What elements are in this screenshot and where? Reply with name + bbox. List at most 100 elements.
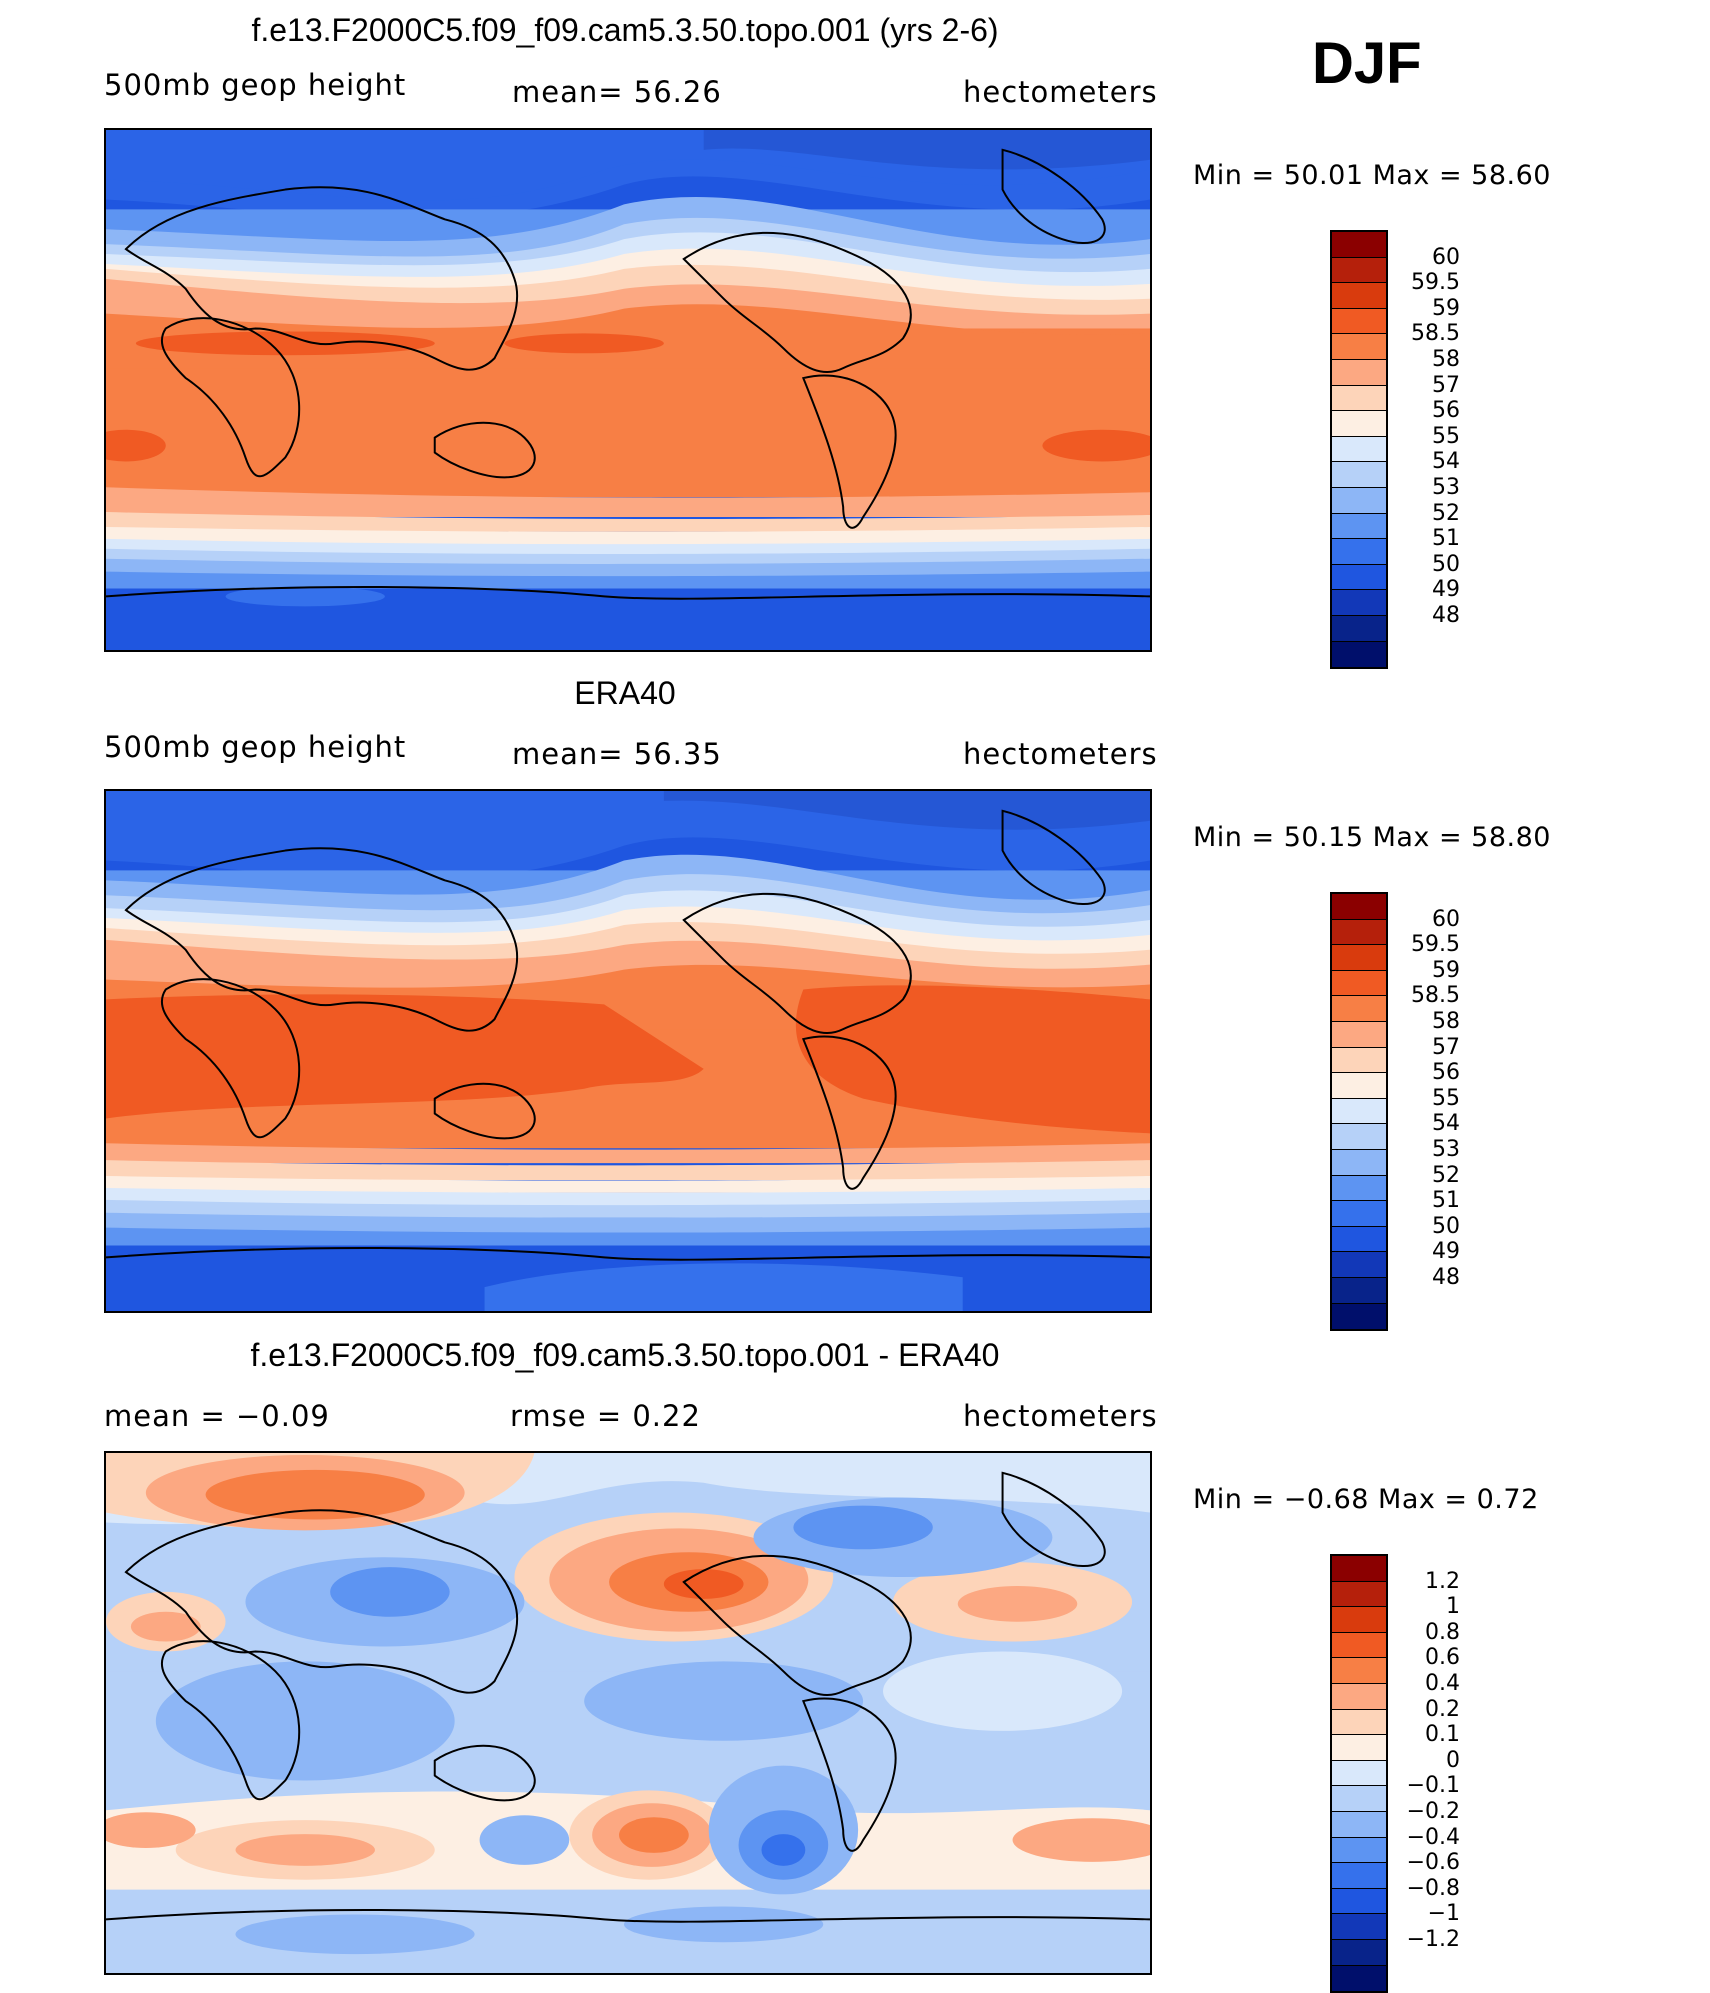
colorbar-label: 49 <box>1432 577 1460 603</box>
panel-title: f.e13.F2000C5.f09_f09.cam5.3.50.topo.001… <box>251 12 999 48</box>
colorbar-label: 52 <box>1432 500 1460 526</box>
colorbar-label: −0.8 <box>1406 1875 1460 1901</box>
colorbar-label: 54 <box>1432 449 1460 475</box>
colorbar-swatch <box>1332 894 1386 920</box>
minmax-label: Min = 50.01 Max = 58.60 <box>1193 160 1551 191</box>
colorbar-swatch <box>1332 1965 1386 1992</box>
colorbar-swatch <box>1332 1811 1386 1838</box>
colorbar-swatch <box>1332 641 1386 668</box>
colorbar-swatch <box>1332 1632 1386 1659</box>
colorbar-swatch <box>1332 1607 1386 1633</box>
colorbar-swatch <box>1332 1735 1386 1761</box>
mean-label: mean= 56.26 <box>512 75 722 109</box>
colorbar-label: 60 <box>1432 906 1460 932</box>
colorbar-label: −0.2 <box>1406 1799 1460 1824</box>
colorbar-label: 1 <box>1446 1594 1460 1620</box>
colorbar-label: 55 <box>1432 423 1460 449</box>
colorbar-swatch <box>1332 513 1386 540</box>
colorbar-swatch <box>1332 1939 1386 1966</box>
colorbar-label: 60 <box>1432 244 1460 270</box>
colorbar-swatch <box>1332 1149 1386 1176</box>
colorbar-swatch <box>1332 283 1386 309</box>
panel-title: ERA40 <box>574 675 676 711</box>
colorbar-swatch <box>1332 1556 1386 1582</box>
colorbar-swatch <box>1332 1888 1386 1915</box>
units-label: hectometers <box>963 1399 1158 1433</box>
colorbar-label: 59 <box>1432 295 1460 321</box>
colorbar-swatch <box>1332 462 1386 488</box>
colorbar-swatch <box>1332 1863 1386 1889</box>
colorbar-swatch <box>1332 411 1386 437</box>
colorbar-swatch <box>1332 1760 1386 1787</box>
variable-label: 500mb geop height <box>104 68 407 102</box>
colorbar-swatch <box>1332 1252 1386 1278</box>
colorbar-swatch <box>1332 564 1386 591</box>
colorbar-label: 48 <box>1432 1265 1460 1290</box>
map-difference <box>104 1451 1152 1975</box>
colorbar-swatch <box>1332 1683 1386 1710</box>
colorbar-swatch <box>1332 1277 1386 1304</box>
colorbar-label: 58 <box>1432 1009 1460 1034</box>
colorbar-label: 59.5 <box>1411 932 1460 958</box>
colorbar-swatch <box>1332 257 1386 284</box>
colorbar-swatch <box>1332 359 1386 386</box>
colorbar-label: 0.6 <box>1425 1645 1460 1671</box>
panel-title: f.e13.F2000C5.f09_f09.cam5.3.50.topo.001… <box>250 1337 1000 1373</box>
colorbar-label: 59 <box>1432 957 1460 983</box>
colorbar-label: 49 <box>1432 1239 1460 1265</box>
colorbar-label: 0 <box>1446 1747 1460 1773</box>
colorbar-label: −0.4 <box>1406 1824 1460 1850</box>
colorbar-label: 56 <box>1432 1060 1460 1086</box>
colorbar-label: 53 <box>1432 1137 1460 1162</box>
colorbar-label: 57 <box>1432 1034 1460 1060</box>
colorbar <box>1330 230 1388 670</box>
colorbar-label: 1.2 <box>1425 1568 1460 1594</box>
map-model <box>104 128 1152 652</box>
colorbar-label: 57 <box>1432 372 1460 398</box>
colorbar-swatch <box>1332 539 1386 565</box>
colorbar-swatch <box>1332 385 1386 412</box>
colorbar-label: 58.5 <box>1411 321 1460 347</box>
colorbar-swatch <box>1332 590 1386 616</box>
minmax-label: Min = 50.15 Max = 58.80 <box>1193 822 1551 853</box>
colorbar <box>1330 892 1388 1332</box>
colorbar-swatch <box>1332 1021 1386 1048</box>
colorbar-swatch <box>1332 1124 1386 1150</box>
colorbar-swatch <box>1332 1047 1386 1074</box>
colorbar <box>1330 1554 1388 1993</box>
colorbar-label: 59.5 <box>1411 270 1460 296</box>
colorbar-swatch <box>1332 1303 1386 1330</box>
colorbar-swatch <box>1332 945 1386 971</box>
colorbar-swatch <box>1332 970 1386 997</box>
colorbar-swatch <box>1332 1201 1386 1227</box>
colorbar-swatch <box>1332 1226 1386 1253</box>
colorbar-swatch <box>1332 1709 1386 1736</box>
colorbar-swatch <box>1332 919 1386 946</box>
units-label: hectometers <box>963 737 1158 771</box>
colorbar-label: 0.8 <box>1425 1619 1460 1645</box>
colorbar-swatch <box>1332 1837 1386 1864</box>
colorbar-swatch <box>1332 1073 1386 1099</box>
colorbar-label: 58 <box>1432 347 1460 372</box>
colorbar-label: 53 <box>1432 475 1460 500</box>
colorbar-swatch <box>1332 334 1386 360</box>
colorbar-swatch <box>1332 487 1386 514</box>
colorbar-swatch <box>1332 1786 1386 1812</box>
colorbar-swatch <box>1332 1098 1386 1125</box>
colorbar-swatch <box>1332 232 1386 258</box>
colorbar-label: 50 <box>1432 1213 1460 1239</box>
colorbar-label: 55 <box>1432 1085 1460 1111</box>
colorbar-swatch <box>1332 1581 1386 1608</box>
colorbar-label: −1.2 <box>1406 1927 1460 1952</box>
season-label: DJF <box>1312 31 1422 96</box>
colorbar-label: −0.1 <box>1406 1773 1460 1799</box>
colorbar-label: 54 <box>1432 1111 1460 1137</box>
colorbar-label: −0.6 <box>1406 1850 1460 1876</box>
mean-label: mean= 56.35 <box>512 737 722 771</box>
minmax-label: Min = −0.68 Max = 0.72 <box>1193 1484 1539 1515</box>
colorbar-label: 51 <box>1432 1188 1460 1214</box>
colorbar-label: 52 <box>1432 1162 1460 1188</box>
rmse-label: rmse = 0.22 <box>510 1399 701 1433</box>
colorbar-label: 48 <box>1432 603 1460 628</box>
map-era40 <box>104 789 1152 1313</box>
